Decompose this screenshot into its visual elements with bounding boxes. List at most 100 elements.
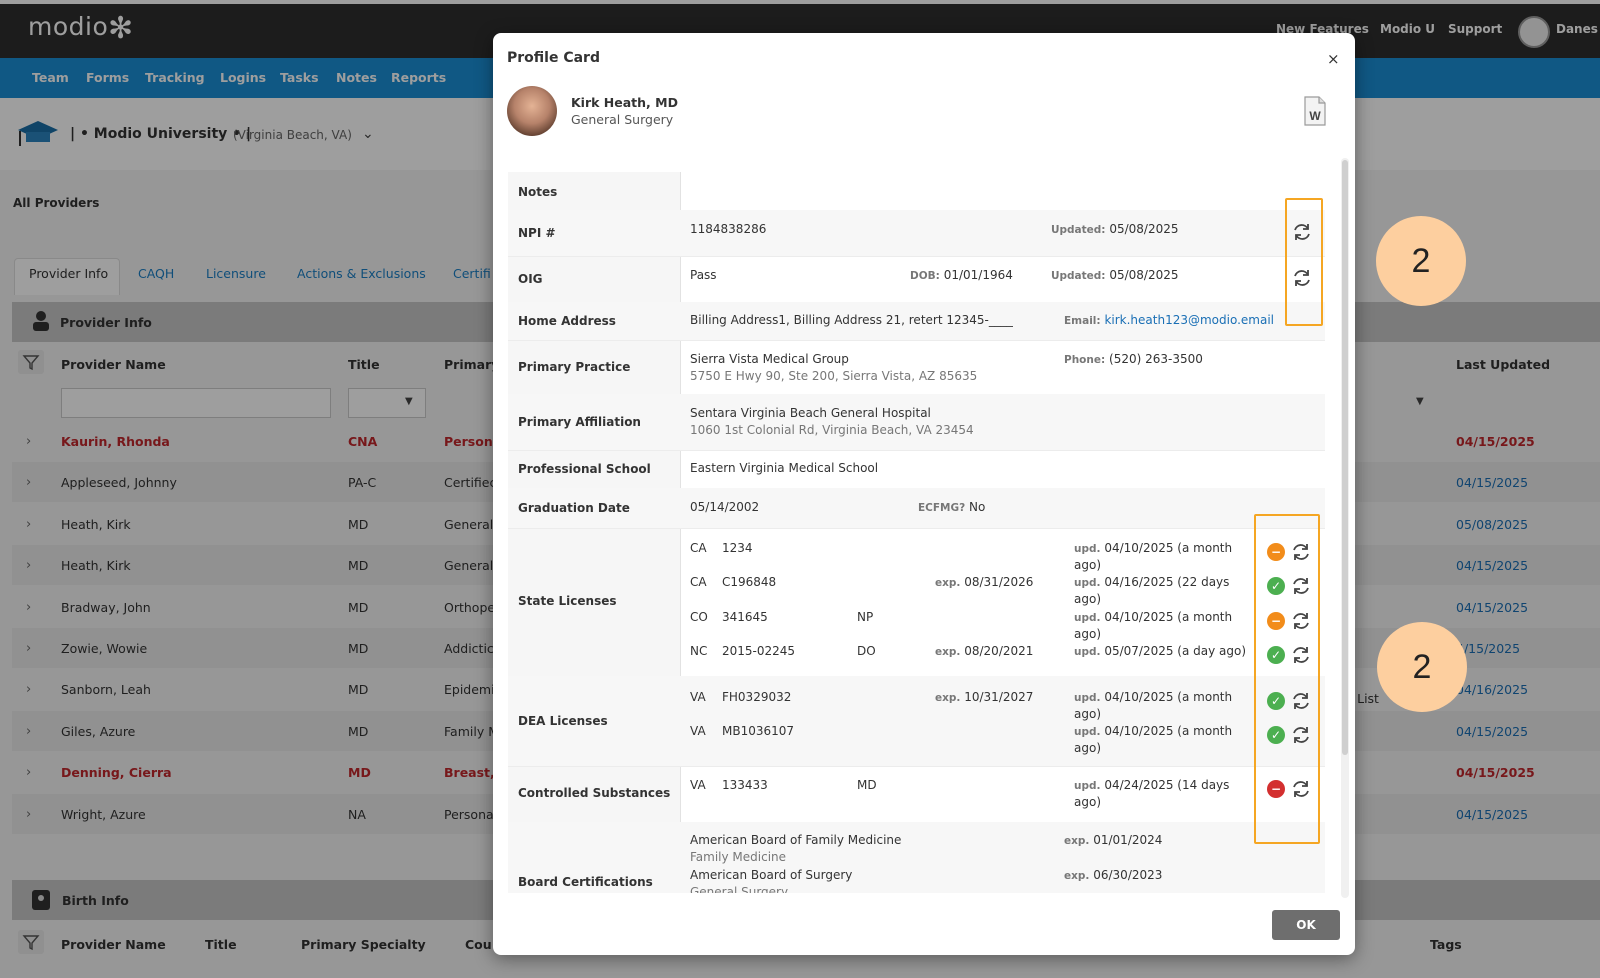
row-provider-name[interactable]: Heath, Kirk: [61, 558, 131, 574]
state_licenses-upd-1: 04/16/2025 (22 days: [1104, 575, 1230, 589]
label-controlled-substances: Controlled Substances: [518, 786, 671, 800]
nav-forms[interactable]: Forms: [86, 70, 130, 85]
user-name[interactable]: Danes: [1556, 22, 1598, 36]
tab-provider-info[interactable]: Provider Info: [29, 266, 109, 281]
col-primary[interactable]: Primary: [444, 357, 500, 372]
modio-u-link[interactable]: Modio U: [1380, 22, 1436, 36]
chevron-right-icon[interactable]: ›: [26, 558, 32, 574]
dea_licenses-upd-2: ago): [1074, 741, 1101, 755]
col-last-updated[interactable]: Last Updated: [1456, 357, 1551, 372]
affiliation-address: 1060 1st Colonial Rd, Virginia Beach, VA…: [690, 423, 974, 437]
ecfmg-key: ECFMG?: [918, 502, 966, 514]
label-graduation-date: Graduation Date: [518, 501, 630, 515]
state_licenses-type: DO: [857, 644, 876, 658]
provider-name-filter-input[interactable]: [61, 388, 331, 418]
nav-reports[interactable]: Reports: [391, 70, 447, 85]
highlight-box-npi-oig: [1285, 198, 1323, 326]
email-link[interactable]: kirk.heath123@modio.email: [1104, 313, 1274, 327]
refresh-icon[interactable]: [1290, 724, 1312, 746]
support-link[interactable]: Support: [1448, 22, 1503, 36]
tab-caqh[interactable]: CAQH: [138, 266, 175, 281]
row-primary: General: [444, 558, 494, 574]
ok-button[interactable]: OK: [1272, 910, 1340, 940]
list-label-fragment: r List: [1348, 691, 1379, 706]
nav-team[interactable]: Team: [32, 70, 69, 85]
row-dea-licenses: [508, 676, 1325, 767]
refresh-icon[interactable]: [1290, 610, 1312, 632]
row-provider-name[interactable]: Appleseed, Johnny: [61, 475, 177, 491]
organization-name[interactable]: | • Modio University • |: [70, 126, 252, 142]
chevron-right-icon[interactable]: ›: [26, 475, 32, 491]
col2-tags[interactable]: Tags: [1430, 937, 1462, 952]
nav-logins[interactable]: Logins: [220, 70, 267, 85]
row-title: MD: [348, 516, 369, 532]
word-document-icon[interactable]: W: [1303, 96, 1327, 126]
cs-upd-key: upd.: [1074, 780, 1101, 792]
row-provider-name[interactable]: Giles, Azure: [61, 723, 136, 739]
refresh-icon[interactable]: [1290, 575, 1312, 597]
nav-tasks[interactable]: Tasks: [280, 70, 319, 85]
ecfmg-value: No: [969, 500, 986, 514]
col2-title[interactable]: Title: [205, 937, 237, 952]
refresh-icon[interactable]: [1290, 541, 1312, 563]
chevron-right-icon[interactable]: ›: [26, 765, 32, 781]
state_licenses-state: NC: [690, 644, 708, 658]
nav-notes[interactable]: Notes: [336, 70, 377, 85]
col-provider-name[interactable]: Provider Name: [61, 357, 166, 372]
chevron-right-icon[interactable]: ›: [26, 599, 32, 615]
close-icon[interactable]: ×: [1327, 50, 1340, 68]
npi-updated-date: 05/08/2025: [1109, 222, 1179, 236]
row-provider-name[interactable]: Wright, Azure: [61, 806, 146, 822]
filter-icon-2[interactable]: [18, 930, 44, 954]
dea_licenses-exp-wrap: exp. 10/31/2027: [935, 690, 1033, 704]
nav-tracking[interactable]: Tracking: [145, 70, 205, 85]
title-filter-select[interactable]: [348, 388, 426, 418]
col2-cou[interactable]: Cou: [465, 937, 492, 952]
state_licenses-upd-wrap: upd. 05/07/2025 (a day ago): [1074, 644, 1246, 658]
refresh-icon[interactable]: [1290, 690, 1312, 712]
chevron-right-icon[interactable]: ›: [26, 434, 32, 449]
modal-scrollbar-thumb[interactable]: [1342, 160, 1348, 755]
npi-refresh-icon[interactable]: [1291, 221, 1313, 243]
row-primary: Orthope: [444, 599, 496, 615]
refresh-icon[interactable]: [1290, 778, 1312, 800]
state_licenses-upd-key: upd.: [1074, 612, 1101, 624]
tab-certifications[interactable]: Certifi: [453, 266, 491, 281]
dea_licenses-number: FH0329032: [722, 690, 792, 704]
dea_licenses-number: MB1036107: [722, 724, 795, 738]
state_licenses-exp-key: exp.: [935, 577, 961, 589]
row-provider-name[interactable]: Sanborn, Leah: [61, 682, 151, 698]
row-provider-name[interactable]: Bradway, John: [61, 599, 151, 615]
dob-value: 01/01/1964: [943, 268, 1013, 282]
last-updated-filter-caret-icon: ▼: [1416, 396, 1424, 407]
user-avatar-icon[interactable]: [1518, 16, 1550, 48]
col2-provider-name[interactable]: Provider Name: [61, 937, 166, 952]
oig-refresh-icon[interactable]: [1291, 267, 1313, 289]
chevron-right-icon[interactable]: ›: [26, 723, 32, 739]
dea_licenses-exp-key: exp.: [935, 692, 961, 704]
new-features-link[interactable]: New Features: [1276, 22, 1369, 36]
col2-primary-specialty[interactable]: Primary Specialty: [301, 937, 426, 952]
row-provider-name[interactable]: Kaurin, Rhonda: [61, 434, 170, 449]
tab-actions-exclusions[interactable]: Actions & Exclusions: [297, 266, 426, 281]
modio-logo[interactable]: modio: [28, 12, 109, 41]
chevron-right-icon[interactable]: ›: [26, 806, 32, 822]
col-title[interactable]: Title: [348, 357, 380, 372]
row-primary: Breast, (: [444, 765, 505, 781]
row-last-updated: 4/15/2025: [1456, 641, 1521, 656]
row-provider-name[interactable]: Zowie, Wowie: [61, 641, 148, 656]
chevron-down-icon[interactable]: ⌄: [362, 126, 374, 142]
refresh-icon[interactable]: [1290, 644, 1312, 666]
state_licenses-upd-1: 04/10/2025 (a month: [1104, 610, 1233, 624]
filter-icon[interactable]: [18, 350, 44, 374]
graduation-date-value: 05/14/2002: [690, 500, 760, 514]
chevron-right-icon[interactable]: ›: [26, 641, 32, 656]
dea_licenses-state: VA: [690, 690, 706, 704]
modal-title: Profile Card: [507, 50, 600, 66]
tab-licensure[interactable]: Licensure: [206, 266, 266, 281]
chevron-right-icon[interactable]: ›: [26, 682, 32, 698]
row-provider-name[interactable]: Heath, Kirk: [61, 516, 131, 532]
label-home-address: Home Address: [518, 314, 616, 328]
chevron-right-icon[interactable]: ›: [26, 516, 32, 532]
row-provider-name[interactable]: Denning, Cierra: [61, 765, 172, 781]
